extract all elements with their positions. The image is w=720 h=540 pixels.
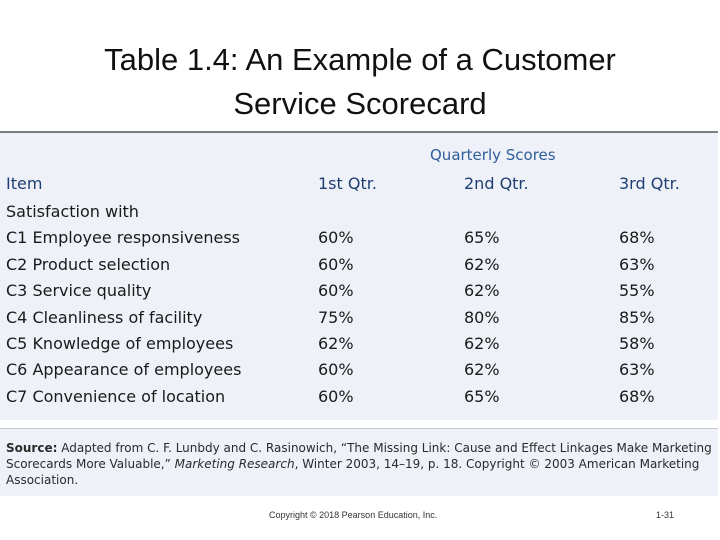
source-text-part-1: Adapted from C. F. Lunbdy and C. Rasinow… xyxy=(6,441,712,471)
slide-title-line-2: Service Scorecard xyxy=(233,86,487,121)
q1-cell: 75% xyxy=(318,308,354,327)
source-journal: Marketing Research xyxy=(174,457,295,471)
table-row: C2 Product selection 60% 62% 63% xyxy=(0,252,718,278)
q1-cell: 60% xyxy=(318,387,354,406)
column-header-item: Item xyxy=(6,174,43,193)
q2-cell: 62% xyxy=(464,334,500,353)
q2-cell: 62% xyxy=(464,255,500,274)
column-header-3rd-qtr: 3rd Qtr. xyxy=(619,174,680,193)
q1-cell: 60% xyxy=(318,281,354,300)
q2-cell: 62% xyxy=(464,281,500,300)
table-row: C3 Service quality 60% 62% 55% xyxy=(0,278,718,304)
q3-cell: 58% xyxy=(619,334,655,353)
table-row: C5 Knowledge of employees 62% 62% 58% xyxy=(0,331,718,357)
table-section-row: Satisfaction with xyxy=(0,199,718,225)
quarterly-scores-header: Quarterly Scores xyxy=(430,146,556,164)
q2-cell: 65% xyxy=(464,387,500,406)
q3-cell: 63% xyxy=(619,360,655,379)
column-header-1st-qtr: 1st Qtr. xyxy=(318,174,377,193)
q3-cell: 55% xyxy=(619,281,655,300)
footer-copyright: Copyright © 2018 Pearson Education, Inc. xyxy=(269,510,438,520)
q3-cell: 68% xyxy=(619,228,655,247)
slide-number: 1-31 xyxy=(656,510,675,520)
q3-cell: 85% xyxy=(619,308,655,327)
q3-cell: 68% xyxy=(619,387,655,406)
source-citation: Source: Adapted from C. F. Lunbdy and C.… xyxy=(6,440,716,488)
column-header-2nd-qtr: 2nd Qtr. xyxy=(464,174,529,193)
item-cell: C2 Product selection xyxy=(6,255,171,274)
item-cell: C5 Knowledge of employees xyxy=(6,334,234,353)
section-label: Satisfaction with xyxy=(6,202,139,221)
item-cell: C6 Appearance of employees xyxy=(6,360,242,379)
source-text-part-2: , Winter 2003, 14–19, p. 18. Copyright ©… xyxy=(6,457,700,487)
table-row: C7 Convenience of location 60% 65% 68% xyxy=(0,384,718,410)
item-cell: C3 Service quality xyxy=(6,281,152,300)
q3-cell: 63% xyxy=(619,255,655,274)
source-label: Source: xyxy=(6,441,58,455)
q1-cell: 60% xyxy=(318,255,354,274)
source-panel xyxy=(0,428,718,496)
q2-cell: 65% xyxy=(464,228,500,247)
q2-cell: 62% xyxy=(464,360,500,379)
q2-cell: 80% xyxy=(464,308,500,327)
q1-cell: 60% xyxy=(318,228,354,247)
table-row: C1 Employee responsiveness 60% 65% 68% xyxy=(0,225,718,251)
q1-cell: 60% xyxy=(318,360,354,379)
slide-title-line-1: Table 1.4: An Example of a Customer xyxy=(104,42,616,77)
q1-cell: 62% xyxy=(318,334,354,353)
scorecard-table-panel xyxy=(0,131,718,420)
item-cell: C1 Employee responsiveness xyxy=(6,228,241,247)
item-cell: C7 Convenience of location xyxy=(6,387,226,406)
slide-title: Table 1.4: An Example of a Customer Serv… xyxy=(0,38,720,126)
table-row: C4 Cleanliness of facility 75% 80% 85% xyxy=(0,305,718,331)
table-row: C6 Appearance of employees 60% 62% 63% xyxy=(0,357,718,383)
item-cell: C4 Cleanliness of facility xyxy=(6,308,203,327)
